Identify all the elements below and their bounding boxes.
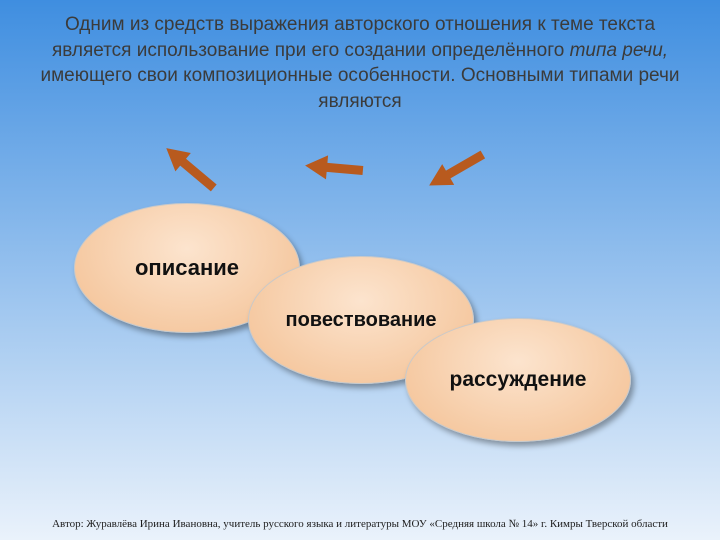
- title-part-italic: типа речи,: [570, 40, 668, 61]
- footer-text: Автор: Журавлёва Ирина Ивановна, учитель…: [0, 518, 720, 530]
- title-part-after: имеющего свои композиционные особенности…: [40, 65, 679, 112]
- title-part-before: Одним из средств выражения авторского от…: [52, 14, 655, 61]
- arrow-3: [416, 130, 496, 210]
- ellipse-2-label: повествование: [267, 309, 454, 332]
- ellipse-3: рассуждение: [405, 318, 631, 442]
- arrow-1: [150, 128, 230, 208]
- arrow-2: [294, 128, 374, 208]
- title-text: Одним из средств выражения авторского от…: [40, 12, 680, 115]
- slide: Одним из средств выражения авторского от…: [0, 0, 720, 540]
- ellipse-1-label: описание: [117, 255, 257, 280]
- ellipse-3-label: рассуждение: [432, 368, 605, 392]
